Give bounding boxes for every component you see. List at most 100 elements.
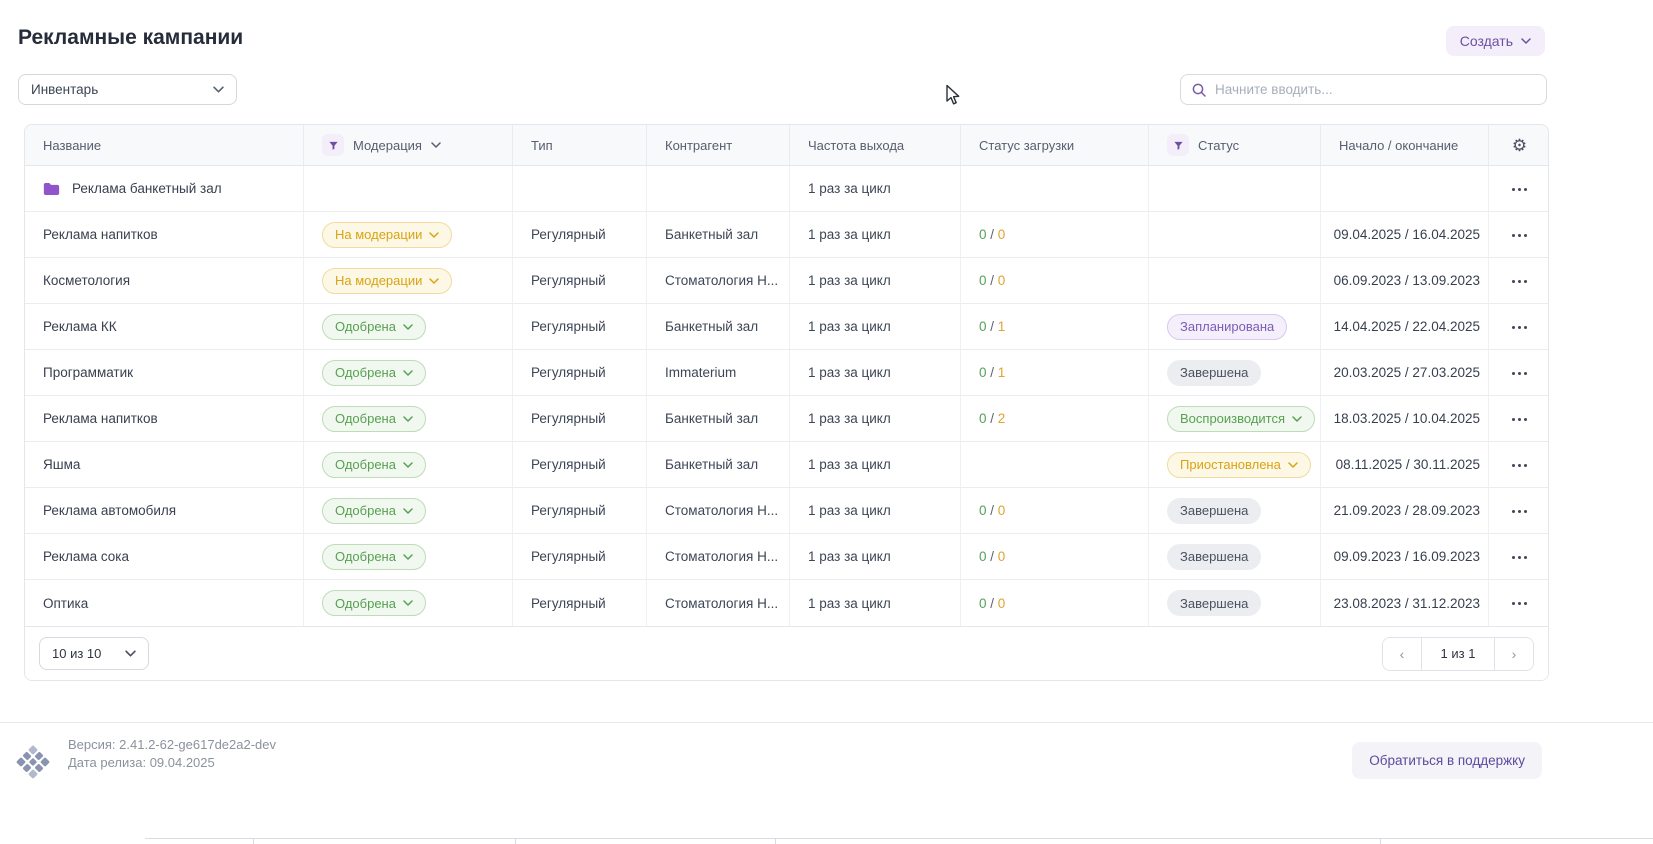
row-menu-button[interactable] (1504, 594, 1535, 613)
table-footer: 10 из 10 ‹ 1 из 1 › (25, 626, 1548, 680)
row-menu-button[interactable] (1504, 502, 1535, 521)
dates-text: 09.09.2023 / 16.09.2023 (1333, 549, 1480, 564)
dates-text: 21.09.2023 / 28.09.2023 (1333, 503, 1480, 518)
cell-actions (1489, 488, 1548, 534)
support-button[interactable]: Обратиться в поддержку (1352, 742, 1542, 779)
cell-load-status: 0 / 1 (961, 350, 1149, 396)
dot (1512, 509, 1515, 513)
moderation-badge[interactable]: Одобрена (322, 590, 426, 616)
chevron-down-icon (403, 600, 413, 606)
cell-type (513, 166, 647, 212)
status-badge[interactable]: Воспроизводится (1167, 405, 1316, 432)
moderation-badge[interactable]: Одобрена (322, 405, 426, 432)
moderation-badge[interactable]: Одобрена (322, 451, 426, 478)
create-button[interactable]: Создать (1445, 26, 1545, 56)
row-menu-button[interactable] (1504, 318, 1535, 337)
cell-dates: 08.11.2025 / 30.11.2025 (1321, 442, 1489, 488)
row-menu-button[interactable] (1504, 272, 1535, 291)
row-menu-button[interactable] (1504, 548, 1535, 567)
badge-label: Одобрена (335, 411, 396, 426)
cell-status: Завершена (1149, 580, 1321, 626)
filter-icon[interactable] (1167, 134, 1189, 156)
moderation-badge[interactable]: На модерации (322, 221, 453, 248)
row-menu-button[interactable] (1504, 410, 1535, 429)
moderation-badge[interactable]: Одобрена (322, 497, 426, 524)
campaign-name[interactable]: Реклама напитков (43, 227, 158, 242)
column-header-dates: Начало / окончание (1321, 125, 1489, 166)
row-menu-button[interactable] (1504, 226, 1535, 245)
folder-name[interactable]: Реклама банкетный зал (72, 181, 222, 196)
campaign-name[interactable]: Реклама КК (43, 319, 117, 334)
column-header-moderation[interactable]: Модерация (304, 125, 513, 166)
search-input[interactable] (1215, 82, 1536, 97)
column-header-status[interactable]: Статус (1149, 125, 1321, 166)
cell-load-status: 0 / 0 (961, 258, 1149, 304)
name-wrap: Реклама напитков (43, 411, 303, 426)
campaign-name[interactable]: Реклама сока (43, 549, 130, 564)
type-text: Регулярный (531, 365, 606, 380)
counterparty-text: Банкетный зал (665, 227, 759, 242)
campaign-name[interactable]: Программатик (43, 365, 134, 380)
campaign-name[interactable]: Косметология (43, 273, 131, 288)
column-header-settings[interactable]: ⚙ (1489, 125, 1548, 166)
dates-text: 14.04.2025 / 22.04.2025 (1333, 319, 1480, 334)
badge-label: Одобрена (335, 457, 396, 472)
cell-status: Завершена (1149, 534, 1321, 580)
dot (1524, 417, 1527, 421)
dot (1512, 602, 1515, 605)
badge-label: Одобрена (335, 365, 396, 380)
page-indicator: 1 из 1 (1421, 637, 1495, 670)
cell-status (1149, 258, 1321, 304)
row-menu-button[interactable] (1504, 456, 1535, 475)
dot (1512, 417, 1515, 421)
cell-status (1149, 166, 1321, 212)
moderation-badge[interactable]: Одобрена (322, 543, 426, 570)
inventory-select[interactable]: Инвентарь (18, 74, 237, 105)
campaign-name[interactable]: Реклама автомобиля (43, 503, 177, 518)
name-wrap: Косметология (43, 273, 303, 288)
cell-moderation: Одобрена (304, 350, 513, 396)
cell-actions (1489, 304, 1548, 350)
cell-moderation: Одобрена (304, 442, 513, 488)
badge-label: На модерации (335, 273, 423, 288)
row-menu-button[interactable] (1504, 364, 1535, 383)
page-size-select[interactable]: 10 из 10 (39, 637, 149, 670)
moderation-badge[interactable]: На модерации (322, 267, 453, 294)
dot (1518, 233, 1521, 237)
settings-gear-icon[interactable]: ⚙ (1511, 135, 1528, 155)
campaign-name[interactable]: Реклама напитков (43, 411, 158, 426)
campaign-name[interactable]: Оптика (43, 595, 89, 611)
moderation-badge[interactable]: Одобрена (322, 359, 426, 386)
prev-page-button[interactable]: ‹ (1383, 637, 1421, 670)
moderation-badge[interactable]: Одобрена (322, 313, 426, 340)
column-label: Начало / окончание (1339, 137, 1459, 153)
load-total-count: 0 (997, 549, 1006, 564)
cell-status (1149, 212, 1321, 258)
cell-dates: 09.04.2025 / 16.04.2025 (1321, 212, 1489, 258)
table-row: Реклама КК Одобрена Регулярный Банкетный за… (25, 304, 1548, 350)
cell-type: Регулярный (513, 396, 647, 442)
type-text: Регулярный (531, 273, 606, 288)
dates-text: 23.08.2023 / 31.12.2023 (1333, 595, 1480, 611)
cell-counterparty (647, 166, 790, 212)
cell-dates: 18.03.2025 / 10.04.2025 (1321, 396, 1489, 442)
cell-type: Регулярный (513, 580, 647, 626)
column-label: Статус загрузки (979, 137, 1075, 153)
name-wrap: Реклама автомобиля (43, 503, 303, 518)
cell-name: Оптика (25, 580, 304, 626)
cell-actions (1489, 442, 1548, 488)
cell-name: Яшма (25, 442, 304, 488)
row-menu-button[interactable] (1504, 180, 1535, 199)
cell-frequency: 1 раз за цикл (790, 258, 961, 304)
dot (1512, 371, 1515, 375)
next-page-button[interactable]: › (1495, 637, 1533, 670)
column-header-content: Статус (1167, 134, 1320, 156)
status-badge[interactable]: Приостановлена (1167, 451, 1311, 478)
filter-icon[interactable] (322, 134, 344, 156)
load-done-count: 0 (979, 227, 987, 242)
mouse-cursor (944, 84, 963, 112)
column-header-frequency: Частота выхода (790, 125, 961, 166)
campaign-name[interactable]: Яшма (43, 457, 81, 472)
counterparty-text: Стоматология Н... (665, 549, 779, 564)
cell-moderation: Одобрена (304, 396, 513, 442)
